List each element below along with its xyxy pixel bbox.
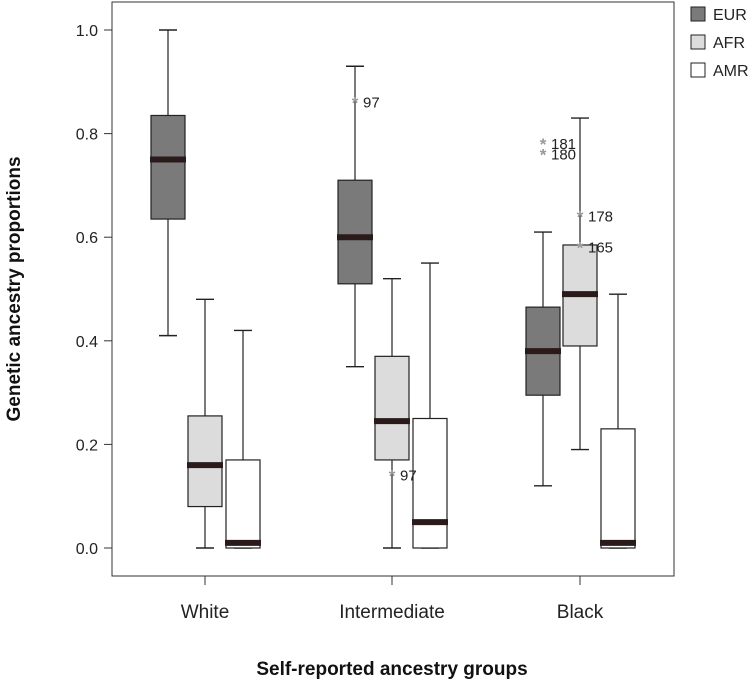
afr-box-intermediate	[374, 277, 410, 549]
y-tick-label: 0.0	[76, 541, 98, 558]
box-iqr	[374, 355, 410, 461]
outlier-label: 165	[588, 240, 613, 257]
amr-box-white	[225, 329, 261, 549]
outlier-label: 178	[588, 208, 613, 225]
box-iqr	[337, 179, 373, 285]
y-tick-label: 0.8	[76, 127, 98, 144]
outlier-label: 97	[363, 95, 380, 112]
outlier-marker: *	[577, 207, 584, 226]
legend: EUR AFR AMR	[690, 6, 749, 80]
x-axis-title: Self-reported ancestry groups	[256, 659, 527, 680]
afr-box-black	[562, 117, 598, 451]
box-group	[150, 29, 636, 549]
outlier-marker: *	[540, 145, 547, 164]
legend-swatch-eur	[690, 6, 706, 22]
legend-label-amr: AMR	[713, 63, 749, 80]
outlier-label: 97	[400, 467, 417, 484]
y-tick-label: 0.4	[76, 334, 98, 351]
box-iqr	[187, 415, 223, 508]
outlier-group: * 97* 181* 180* 97* 178* 165	[352, 94, 613, 486]
x-tick-label: White	[181, 602, 230, 623]
x-tick-label: Black	[557, 602, 604, 623]
y-tick-label: 1.0	[76, 23, 98, 40]
eur-box-white	[150, 29, 186, 337]
y-axis-title: Genetic ancestry proportions	[4, 156, 25, 421]
box-iqr	[600, 428, 636, 549]
legend-label-afr: AFR	[713, 35, 745, 52]
legend-swatch-amr	[690, 62, 706, 78]
amr-box-intermediate	[412, 262, 448, 549]
outlier-marker: *	[540, 135, 547, 154]
afr-box-white	[187, 298, 223, 549]
legend-label-eur: EUR	[713, 7, 747, 24]
box-iqr	[150, 114, 186, 220]
legend-swatch-afr	[690, 34, 706, 50]
box-iqr	[412, 417, 448, 549]
y-tick-label: 0.2	[76, 437, 98, 454]
outlier-marker: *	[352, 94, 359, 113]
box-iqr	[225, 459, 261, 549]
eur-box-black	[525, 231, 561, 487]
y-tick-label: 0.6	[76, 230, 98, 247]
y-axis: 0.0 0.2 0.4 0.6 0.8 1.0	[76, 23, 112, 558]
eur-box-intermediate	[337, 65, 373, 368]
outlier-marker: *	[577, 239, 584, 258]
outlier-label: 181	[551, 136, 576, 153]
outlier-marker: *	[389, 466, 396, 485]
outlier-label: 180	[551, 146, 576, 163]
x-tick-label: Intermediate	[339, 602, 445, 623]
x-axis: White Intermediate Black	[181, 576, 604, 623]
amr-box-black	[600, 293, 636, 549]
plot-frame	[111, 1, 675, 577]
